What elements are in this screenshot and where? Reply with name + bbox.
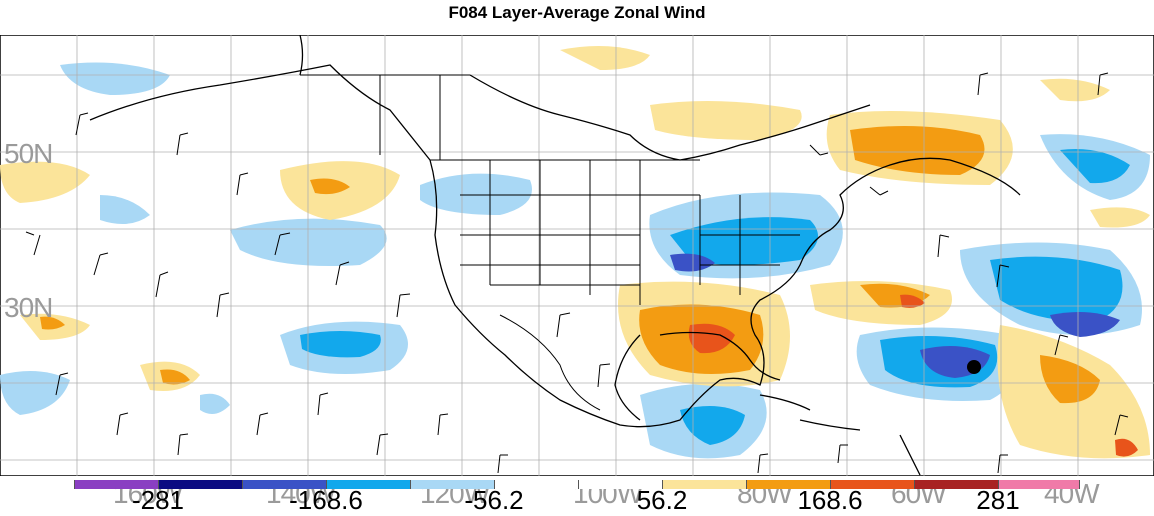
colorbar-label: -56.2 [464, 485, 524, 515]
colorbar-segment [662, 480, 746, 489]
colorbar-label: -281 [131, 485, 185, 515]
colorbar-segment [410, 480, 494, 489]
colorbar-segment [914, 480, 998, 489]
colorbar-segment [326, 480, 410, 489]
colorbar-segment [74, 480, 158, 489]
colorbar-segment [242, 480, 326, 489]
wind-barbs [25, 72, 1129, 474]
political-borders [300, 74, 800, 411]
map-title: F084 Layer-Average Zonal Wind [448, 3, 706, 22]
colorbar-label: 168.6 [797, 485, 863, 515]
graticule [0, 35, 1154, 476]
colorbar-label: -168.6 [289, 485, 363, 515]
lat-label-50n: 50N [4, 138, 53, 169]
colorbar-segment [830, 480, 914, 489]
strong-positive-shading [688, 294, 1138, 457]
colorbar-segment [746, 480, 830, 489]
map-panel[interactable]: 50N 30N 160W 140W 120W 100W 80W 60W 40W [0, 35, 1154, 509]
colorbar-segment [494, 480, 578, 489]
colorbar-label: 281 [976, 485, 1020, 515]
location-marker[interactable] [967, 360, 981, 374]
colorbar-label: 56.2 [636, 485, 688, 515]
lat-label-30n: 30N [4, 292, 53, 323]
colorbar-segment [578, 480, 662, 489]
colorbar [74, 480, 1080, 489]
colorbar-segment [998, 480, 1080, 489]
colorbar-segment [158, 480, 242, 489]
map-canvas [0, 35, 1154, 476]
